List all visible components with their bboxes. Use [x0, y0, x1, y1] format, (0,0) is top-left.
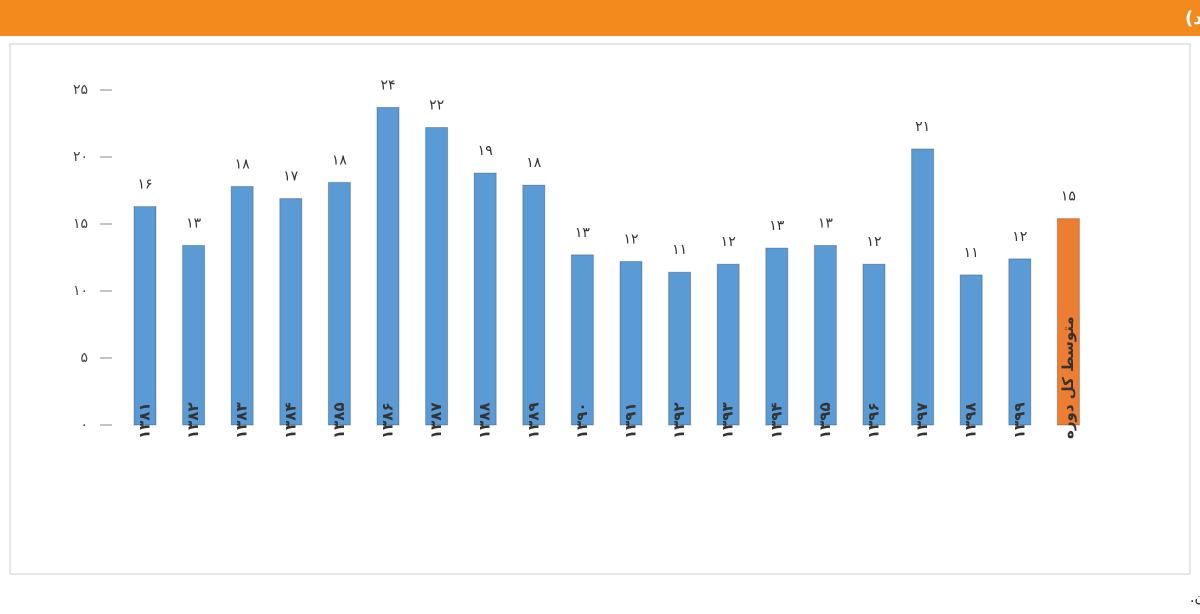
- x-tick-label: ۱۳۹۸: [962, 402, 980, 439]
- value-label: ۱۲: [623, 232, 638, 248]
- bar: [1008, 258, 1032, 426]
- x-tick-label: ۱۳۹۶: [865, 402, 883, 439]
- bar: [959, 274, 983, 426]
- value-label: ۱۸: [526, 155, 542, 171]
- bar: [376, 106, 400, 426]
- bar: [1056, 218, 1080, 426]
- value-label: ۱۲: [866, 234, 881, 250]
- value-label: ۱۳: [818, 215, 834, 231]
- bar: [279, 198, 303, 426]
- x-tick-label: ۱۳۸۸: [476, 402, 494, 439]
- bar: [230, 185, 254, 426]
- bar: [327, 181, 351, 426]
- bar: [619, 261, 643, 426]
- value-label: ۱۵: [1061, 189, 1076, 205]
- bar: [716, 263, 740, 426]
- x-tick-label: ۱۳۸۶: [379, 402, 397, 439]
- source-note: مأخذ: محاسبات محقق براساس آمار کارگاه‌ها…: [1190, 587, 1200, 606]
- x-tick-label: ۱۳۹۷: [913, 402, 931, 439]
- x-tick-label: ۱۳۹۹: [1010, 402, 1028, 439]
- y-tick-label: ۰: [80, 417, 88, 433]
- value-label: ۱۷: [283, 169, 299, 185]
- value-label: ۱۶: [137, 177, 152, 193]
- bar: [668, 271, 692, 426]
- x-tick-label: ۱۳۹۳: [719, 402, 737, 439]
- value-label: ۱۳: [769, 218, 785, 234]
- bar: [765, 247, 789, 426]
- value-label: ۲۴: [380, 77, 395, 93]
- bar: [182, 244, 206, 426]
- value-label: ۱۸: [235, 156, 251, 172]
- x-tick-label: ۱۳۸۴: [281, 402, 299, 439]
- y-tick-label: ۱۰: [73, 283, 88, 299]
- value-label: ۱۹: [478, 143, 493, 159]
- x-tick-label: ۱۳۸۳: [233, 402, 251, 439]
- value-label: ۱۱: [964, 245, 979, 261]
- value-label: ۱۲: [1012, 229, 1027, 245]
- bar: [133, 206, 157, 426]
- x-tick-label: ۱۳۹۵: [816, 402, 834, 439]
- y-tick-label: ۲۰: [73, 149, 88, 165]
- y-tick-label: ۲۵: [73, 82, 88, 98]
- x-tick-label: ۱۳۹۴: [767, 402, 785, 439]
- x-tick-label: ۱۳۸۲: [184, 402, 202, 439]
- bar: [425, 127, 449, 426]
- x-tick-label: ۱۳۸۷: [427, 402, 445, 439]
- bar: [570, 254, 594, 426]
- x-tick-label: ۱۳۸۱: [136, 402, 154, 439]
- x-tick-label: ۱۳۹۰: [573, 402, 591, 439]
- value-label: ۱۳: [186, 215, 202, 231]
- chart-title: نمودار نسبت سرمایه‌گذاری به ارزش افزوده …: [1185, 7, 1200, 29]
- value-label: ۱۳: [575, 225, 591, 241]
- x-tick-label: متوسط کل دوره: [1059, 316, 1077, 439]
- x-tick-label: ۱۳۹۲: [670, 402, 688, 439]
- bar: [862, 263, 886, 426]
- bar: [473, 172, 497, 426]
- plot-frame: [9, 43, 1191, 575]
- value-label: ۱۱: [672, 242, 687, 258]
- value-label: ۱۸: [332, 152, 348, 168]
- value-label: ۲۲: [429, 98, 444, 114]
- x-tick-label: ۱۳۸۵: [330, 402, 348, 439]
- y-tick-label: ۱۵: [73, 216, 88, 232]
- title-bar: [0, 0, 1200, 36]
- bar: [813, 244, 837, 426]
- x-tick-label: ۱۳۸۹: [524, 402, 542, 439]
- bar: [911, 148, 935, 426]
- y-tick-label: ۵: [80, 350, 88, 366]
- x-tick-label: ۱۳۹۱: [622, 402, 640, 439]
- bar: [522, 184, 546, 426]
- value-label: ۱۲: [721, 234, 736, 250]
- value-label: ۲۱: [915, 119, 930, 135]
